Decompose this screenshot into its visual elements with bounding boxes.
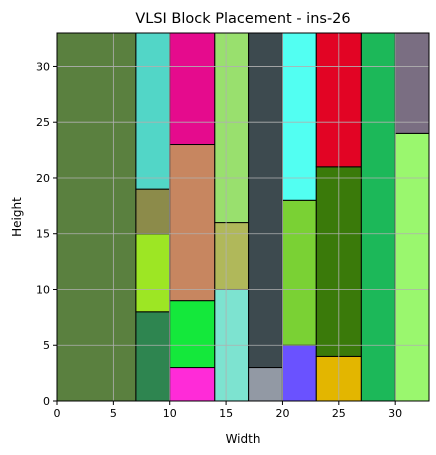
x-tick-label-1: 5 bbox=[110, 407, 117, 420]
block-rect-6 bbox=[170, 301, 215, 368]
block-rect-5 bbox=[170, 368, 215, 401]
y-tick-label-4: 20 bbox=[36, 172, 50, 185]
y-tick-label-5: 25 bbox=[36, 116, 50, 129]
block-rect-2 bbox=[136, 234, 170, 312]
block-rect-11 bbox=[215, 33, 249, 223]
x-tick-label-6: 30 bbox=[388, 407, 402, 420]
y-tick-label-1: 5 bbox=[43, 339, 50, 352]
x-tick-label-5: 25 bbox=[332, 407, 346, 420]
block-rect-13 bbox=[249, 33, 283, 368]
block-rect-3 bbox=[136, 189, 170, 234]
block-rect-14 bbox=[282, 345, 316, 401]
y-axis-label: Height bbox=[10, 197, 24, 237]
block-rect-4 bbox=[136, 33, 170, 189]
block-rect-15 bbox=[282, 200, 316, 345]
y-tick-label-2: 10 bbox=[36, 283, 50, 296]
block-rect-8 bbox=[170, 33, 215, 145]
block-rect-10 bbox=[215, 223, 249, 290]
block-rect-16 bbox=[282, 33, 316, 200]
block-rect-21 bbox=[395, 133, 429, 401]
block-rect-20 bbox=[361, 33, 395, 401]
x-tick-label-4: 20 bbox=[275, 407, 289, 420]
x-tick-label-2: 10 bbox=[163, 407, 177, 420]
y-tick-label-6: 30 bbox=[36, 60, 50, 73]
block-rect-22 bbox=[395, 33, 429, 133]
plot-area: 0 5 10 15 20 25 30 0 5 10 15 20 25 30 bbox=[36, 33, 429, 420]
y-tick-label-3: 15 bbox=[36, 228, 50, 241]
block-rect-12 bbox=[249, 368, 283, 401]
y-tick-label-0: 0 bbox=[43, 395, 50, 408]
x-tick-label-0: 0 bbox=[54, 407, 61, 420]
x-axis-label: Width bbox=[226, 432, 261, 446]
chart-title: VLSI Block Placement - ins-26 bbox=[135, 11, 350, 27]
block-rect-1 bbox=[136, 312, 170, 401]
block-rect-7 bbox=[170, 145, 215, 301]
x-tick-label-3: 15 bbox=[219, 407, 233, 420]
block-rect-0 bbox=[57, 33, 136, 401]
